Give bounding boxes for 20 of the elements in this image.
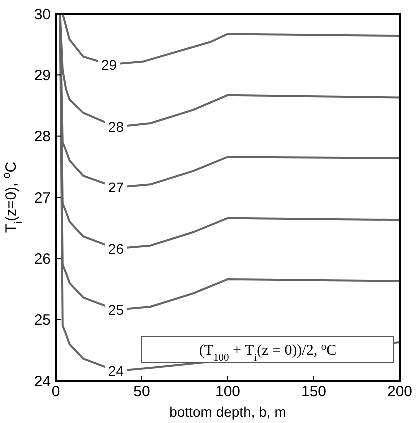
y-tick-label: 25 [34,312,51,330]
y-tick-label: 27 [34,190,51,207]
series-label: 25 [108,302,124,318]
series-label: 27 [108,180,124,196]
series-label: 29 [102,56,118,73]
x-tick-label: 100 [215,384,241,401]
x-tick-label: 200 [387,384,413,401]
y-tick-label: 28 [34,128,51,146]
y-tick-label: 24 [34,373,51,390]
y-tick-label: 30 [34,6,51,24]
x-axis-title: bottom depth, b, m [170,404,286,420]
annotation: (T$_{100}$ + T$_{i}$(z = 0))/2, $^{o}$C [199,342,337,364]
x-tick-label: 150 [301,384,327,401]
x-tick-label: 0 [52,384,60,401]
series-label: 28 [108,119,124,136]
x-tick-label: 50 [134,384,150,401]
series-label: 26 [108,240,124,257]
y-tick-label: 29 [34,67,51,84]
series-label: 24 [108,363,124,380]
y-tick-label: 26 [34,250,51,268]
